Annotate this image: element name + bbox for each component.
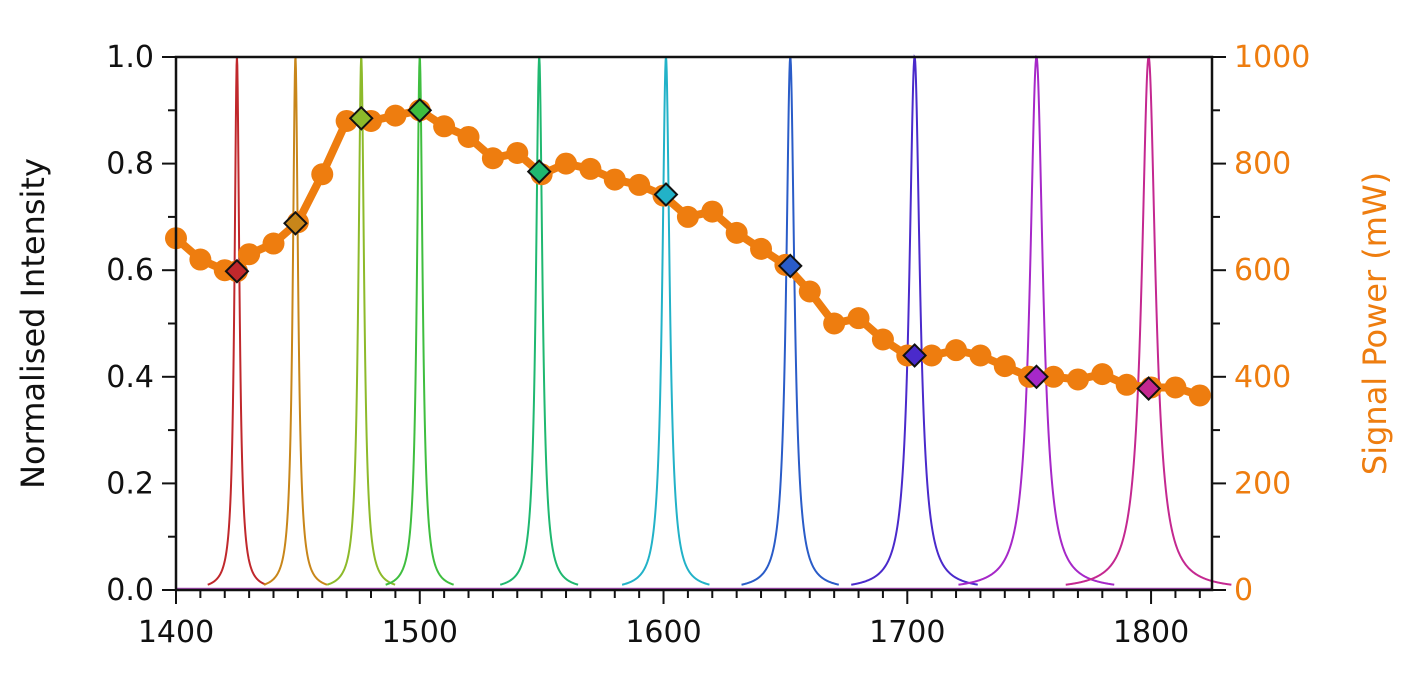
spectral-peaks (176, 54, 1232, 590)
y-tick-label: 0.6 (106, 253, 154, 288)
y2-tick-label: 1000 (1234, 40, 1310, 75)
y-axis-title: Normalised Intensity (14, 158, 52, 489)
signal-power-point (1042, 365, 1065, 388)
axes: 1400 1500 1600 1700 1800 0.0 0.2 0.4 0.6 0.8 1.0 0 2… (106, 40, 1310, 650)
signal-power-point (676, 205, 699, 228)
signal-power-point (189, 248, 212, 271)
y2-tick-label: 0 (1234, 573, 1253, 608)
signal-power-point (262, 232, 285, 255)
signal-power-point (384, 104, 407, 127)
plot-frame (174, 55, 1214, 592)
signal-power-point (1115, 373, 1138, 396)
spectral-peak-2 (263, 57, 328, 586)
x-tick-label: 1400 (138, 615, 214, 650)
wavelength-marker-3 (348, 105, 374, 131)
signal-power-point (750, 237, 773, 260)
signal-power-point (701, 200, 724, 223)
spectral-peak-8 (851, 54, 978, 586)
signal-power-point (628, 173, 651, 196)
y2-tick-label: 400 (1234, 360, 1291, 395)
signal-power-point (871, 328, 894, 351)
signal-power-point (993, 355, 1016, 378)
signal-power-point (603, 168, 626, 191)
signal-power-series (165, 99, 1211, 407)
signal-power-point (945, 339, 968, 362)
spectral-peak-6 (621, 56, 710, 586)
y-tick-label: 0.2 (106, 466, 154, 501)
spectral-peak-1 (207, 56, 267, 586)
x-tick-label: 1700 (869, 615, 945, 650)
signal-power-point (920, 344, 943, 367)
signal-power-point (725, 221, 748, 244)
signal-power-point (238, 243, 261, 266)
signal-power-point (555, 152, 578, 175)
wavelength-marker-2 (283, 210, 308, 236)
wavelength-marker-6 (653, 182, 679, 207)
wavelength-marker-9 (1024, 364, 1049, 390)
signal-power-line (173, 106, 1202, 400)
wavelength-marker-5 (526, 159, 552, 185)
signal-power-point (1188, 384, 1211, 407)
wavelength-marker-8 (902, 343, 928, 368)
wavelength-marker-4 (407, 97, 433, 123)
signal-power-point (1164, 376, 1187, 399)
x-tick-label: 1800 (1113, 615, 1189, 650)
signal-power-markers (224, 97, 1162, 401)
spectral-peak-10 (1065, 55, 1232, 586)
signal-power-point (311, 163, 334, 186)
wavelength-marker-7 (777, 253, 803, 279)
x-tick-label: 1500 (382, 615, 458, 650)
y-tick-label: 0.8 (106, 147, 154, 182)
signal-power-point (1066, 368, 1089, 391)
signal-power-point (481, 147, 504, 170)
y2-axis-title: Signal Power (mW) (1356, 172, 1394, 475)
y2-tick-label: 200 (1234, 466, 1291, 501)
y2-tick-label: 600 (1234, 253, 1291, 288)
signal-power-point (1091, 363, 1114, 386)
x-tick-label: 1600 (625, 615, 701, 650)
wavelength-marker-1 (224, 258, 250, 284)
spectral-peak-9 (958, 54, 1115, 586)
wavelength-marker-10 (1136, 376, 1162, 401)
signal-power-point (969, 344, 992, 367)
signal-power-point (847, 307, 870, 330)
signal-power-point (457, 125, 480, 148)
y-tick-label: 0.4 (106, 360, 154, 395)
signal-power-point (579, 157, 602, 180)
spectral-peak-5 (499, 57, 579, 586)
signal-power-point (506, 141, 529, 164)
y2-tick-label: 800 (1234, 147, 1291, 182)
y-tick-label: 0.0 (106, 573, 154, 608)
signal-power-point (433, 115, 456, 138)
signal-power-point (823, 312, 846, 335)
y-tick-label: 1.0 (106, 40, 154, 75)
signal-power-point (798, 280, 821, 303)
